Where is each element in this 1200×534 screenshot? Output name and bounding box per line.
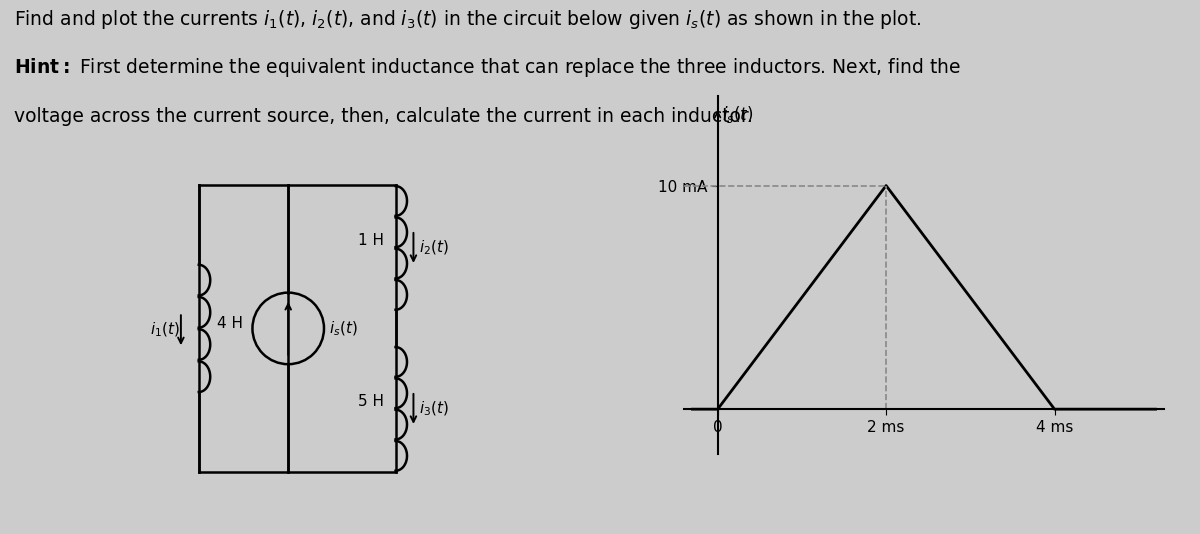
Text: $\mathbf{Hint:}$ First determine the equivalent inductance that can replace the : $\mathbf{Hint:}$ First determine the equ… [14,56,961,79]
Text: $i_s(t)$: $i_s(t)$ [722,104,754,124]
Text: $i_1(t)$: $i_1(t)$ [150,321,180,340]
Text: 4 H: 4 H [217,316,242,331]
Text: $i_s(t)$: $i_s(t)$ [329,319,358,337]
Text: $i_3(t)$: $i_3(t)$ [419,400,449,418]
Text: $i_2(t)$: $i_2(t)$ [419,239,449,257]
Text: 1 H: 1 H [358,233,384,248]
Text: 5 H: 5 H [358,394,384,409]
Text: Find and plot the currents $i_1(t)$, $i_2(t)$, and $i_3(t)$ in the circuit below: Find and plot the currents $i_1(t)$, $i_… [14,8,922,31]
Text: voltage across the current source, then, calculate the current in each inductor.: voltage across the current source, then,… [14,107,754,126]
